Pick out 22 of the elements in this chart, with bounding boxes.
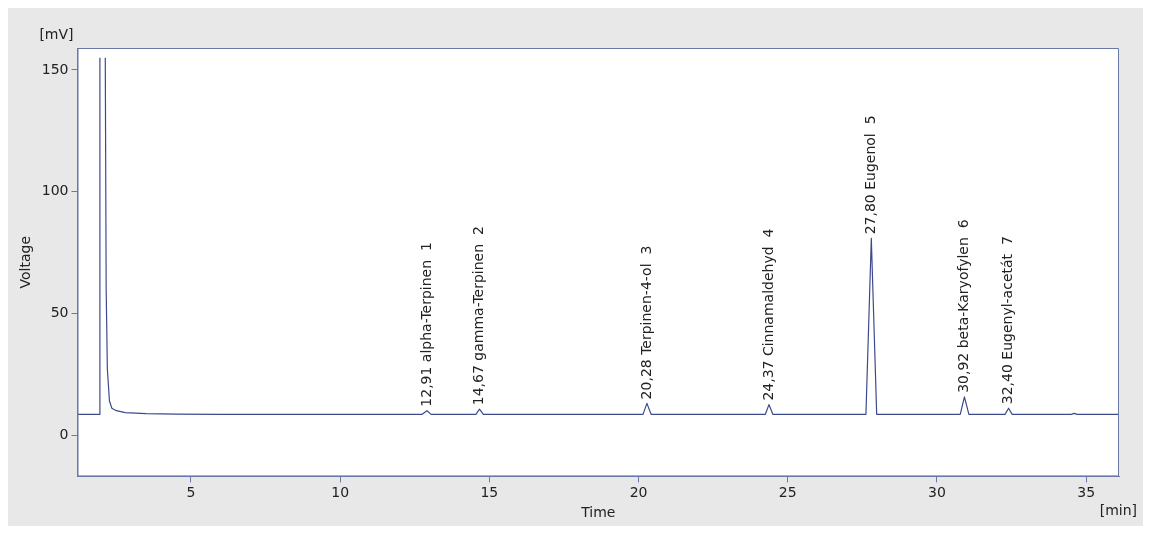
x-tick-label: 10 <box>331 484 350 501</box>
x-axis-title: Time <box>580 504 616 521</box>
annotation: 32,40 Eugenyl-acetát 7 <box>999 236 1016 405</box>
text: [mV] <box>39 25 74 42</box>
y-tick-label: 0 <box>59 425 69 442</box>
annotation: 14,67 gamma-Terpinen 2 <box>470 226 487 406</box>
x-tick-label: 35 <box>1077 484 1096 501</box>
annotation: 30,92 beta-Karyofylen 6 <box>955 219 972 393</box>
annotation: 24,37 Cinnamaldehyd 4 <box>759 228 776 401</box>
annotation: 12,91 alpha-Terpinen 1 <box>417 242 434 407</box>
y-tick-label: 150 <box>41 60 69 77</box>
y-tick-label: 50 <box>50 303 69 320</box>
y-axis-title: Voltage <box>17 235 34 289</box>
annotation: 27,80 Eugenol 5 <box>861 115 878 235</box>
x-tick-label: 15 <box>480 484 499 501</box>
x-tick-label: 25 <box>778 484 797 501</box>
text: [min] <box>1099 501 1137 518</box>
x-tick-label: 20 <box>629 484 648 501</box>
x-tick-label: 30 <box>928 484 946 501</box>
y-tick-label: 100 <box>41 182 69 199</box>
annotation: 20,28 Terpinen-4-ol 3 <box>637 245 654 400</box>
x-tick-label: 5 <box>186 484 196 501</box>
